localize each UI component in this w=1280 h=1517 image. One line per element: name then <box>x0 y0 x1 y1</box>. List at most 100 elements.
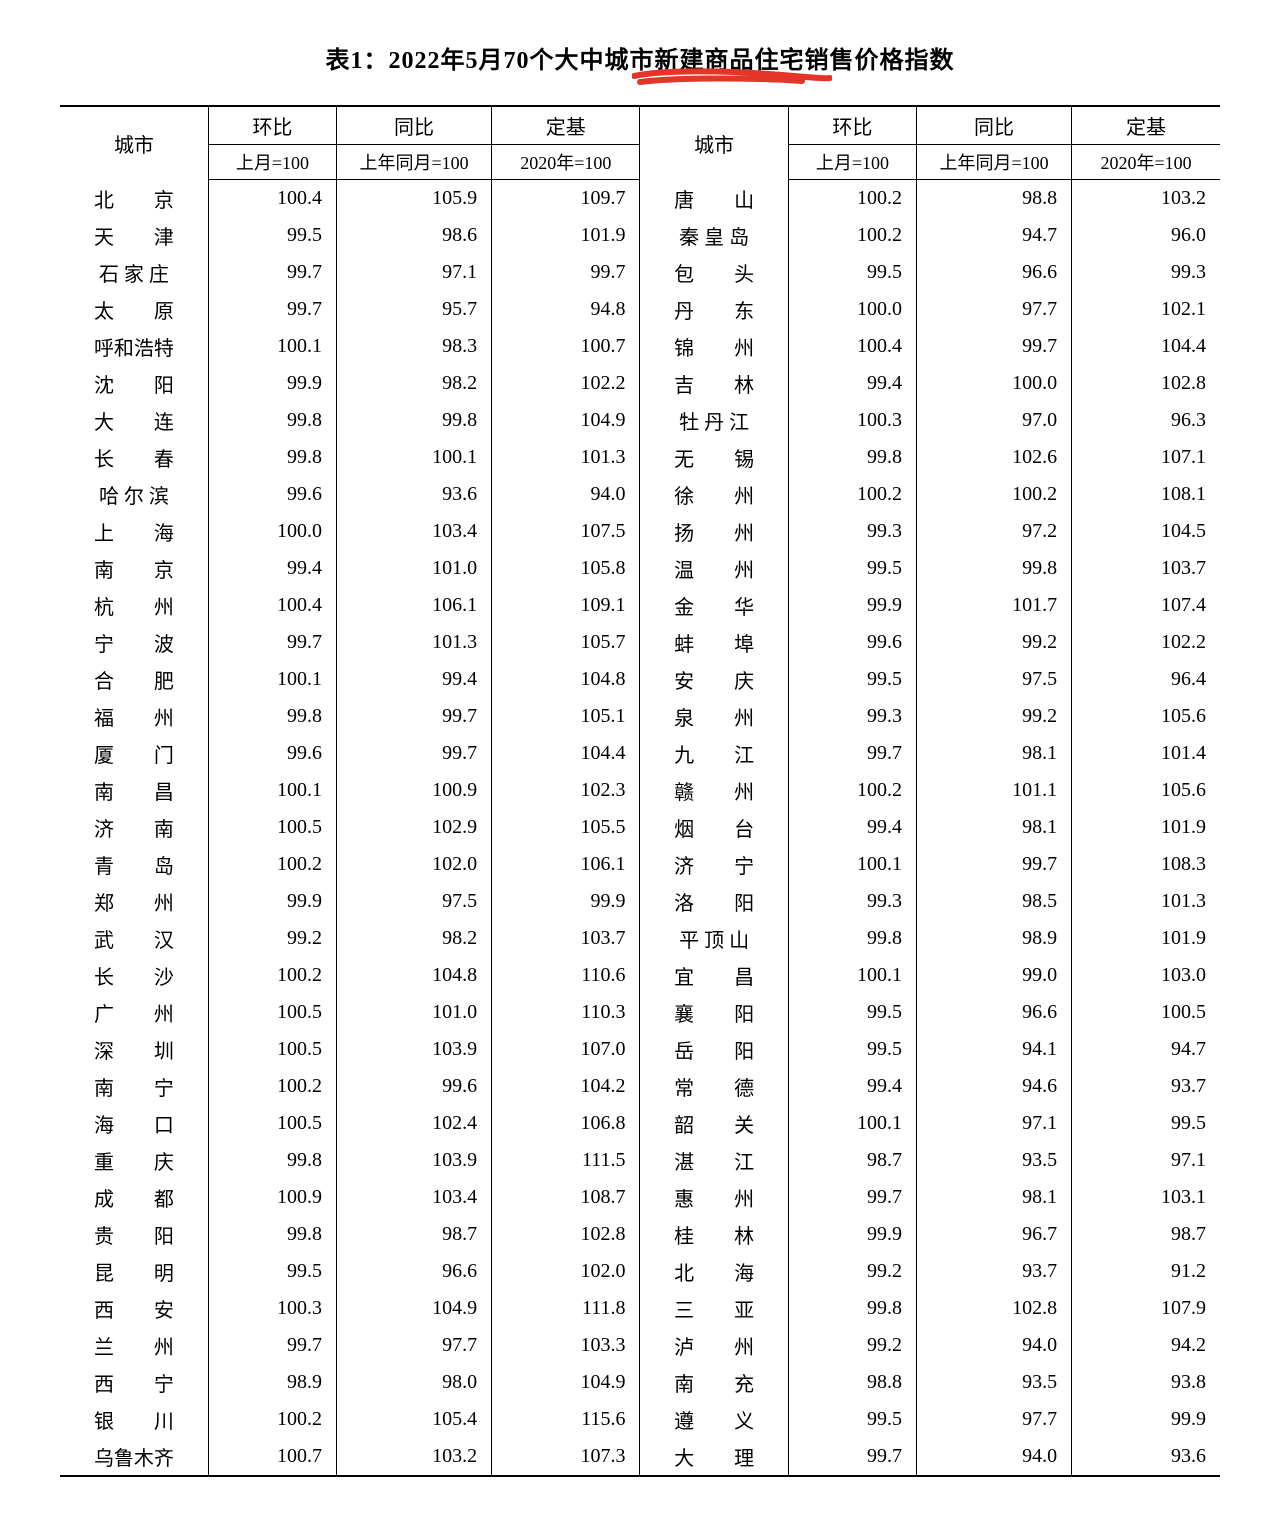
city-cell: 大 理 <box>640 1438 788 1476</box>
value-cell: 99.7 <box>788 1438 916 1476</box>
value-cell: 105.1 <box>492 698 640 735</box>
value-cell: 99.7 <box>337 698 492 735</box>
value-cell: 98.1 <box>916 809 1071 846</box>
value-cell: 100.1 <box>208 772 336 809</box>
table-row: 宁 波99.7101.3105.7蚌 埠99.699.2102.2 <box>60 624 1220 661</box>
city-cell: 西 安 <box>60 1290 208 1327</box>
value-cell: 99.9 <box>208 883 336 920</box>
value-cell: 99.8 <box>788 1290 916 1327</box>
table-row: 兰 州99.797.7103.3泸 州99.294.094.2 <box>60 1327 1220 1364</box>
value-cell: 101.1 <box>916 772 1071 809</box>
col-city: 城市 <box>60 106 208 180</box>
value-cell: 97.1 <box>916 1105 1071 1142</box>
table-row: 成 都100.9103.4108.7惠 州99.798.1103.1 <box>60 1179 1220 1216</box>
city-cell: 烟 台 <box>640 809 788 846</box>
col-base-sub: 2020年=100 <box>492 145 640 180</box>
value-cell: 102.6 <box>916 439 1071 476</box>
city-cell: 徐 州 <box>640 476 788 513</box>
value-cell: 99.8 <box>788 920 916 957</box>
value-cell: 99.4 <box>788 809 916 846</box>
value-cell: 105.6 <box>1072 698 1220 735</box>
value-cell: 98.7 <box>788 1142 916 1179</box>
value-cell: 99.7 <box>788 1179 916 1216</box>
city-cell: 泉 州 <box>640 698 788 735</box>
city-cell: 哈 尔 滨 <box>60 476 208 513</box>
value-cell: 100.2 <box>788 217 916 254</box>
price-index-table: 城市 环比 同比 定基 城市 环比 同比 定基 上月=100 上年同月=100 … <box>60 105 1220 1477</box>
value-cell: 102.8 <box>1072 365 1220 402</box>
value-cell: 104.9 <box>492 402 640 439</box>
value-cell: 100.2 <box>788 476 916 513</box>
value-cell: 99.8 <box>208 439 336 476</box>
city-cell: 贵 阳 <box>60 1216 208 1253</box>
city-cell: 北 海 <box>640 1253 788 1290</box>
value-cell: 99.2 <box>916 698 1071 735</box>
table-row: 呼和浩特100.198.3100.7锦 州100.499.7104.4 <box>60 328 1220 365</box>
value-cell: 103.9 <box>337 1142 492 1179</box>
value-cell: 107.1 <box>1072 439 1220 476</box>
value-cell: 98.7 <box>1072 1216 1220 1253</box>
city-cell: 北 京 <box>60 180 208 217</box>
value-cell: 100.2 <box>916 476 1071 513</box>
table-row: 深 圳100.5103.9107.0岳 阳99.594.194.7 <box>60 1031 1220 1068</box>
table-row: 贵 阳99.898.7102.8桂 林99.996.798.7 <box>60 1216 1220 1253</box>
value-cell: 105.6 <box>1072 772 1220 809</box>
table-row: 沈 阳99.998.2102.2吉 林99.4100.0102.8 <box>60 365 1220 402</box>
value-cell: 100.2 <box>208 957 336 994</box>
value-cell: 107.9 <box>1072 1290 1220 1327</box>
value-cell: 93.6 <box>337 476 492 513</box>
value-cell: 99.5 <box>788 1401 916 1438</box>
value-cell: 100.5 <box>208 994 336 1031</box>
city-cell: 九 江 <box>640 735 788 772</box>
value-cell: 102.8 <box>492 1216 640 1253</box>
value-cell: 99.9 <box>208 365 336 402</box>
col-base: 定基 <box>492 106 640 145</box>
city-cell: 武 汉 <box>60 920 208 957</box>
table-row: 大 连99.899.8104.9牡 丹 江100.397.096.3 <box>60 402 1220 439</box>
col-mom-2: 环比 <box>788 106 916 145</box>
city-cell: 牡 丹 江 <box>640 402 788 439</box>
value-cell: 99.8 <box>208 698 336 735</box>
city-cell: 石 家 庄 <box>60 254 208 291</box>
value-cell: 99.7 <box>208 291 336 328</box>
value-cell: 101.9 <box>492 217 640 254</box>
value-cell: 105.4 <box>337 1401 492 1438</box>
table-header: 城市 环比 同比 定基 城市 环比 同比 定基 上月=100 上年同月=100 … <box>60 106 1220 180</box>
value-cell: 102.3 <box>492 772 640 809</box>
table-row: 杭 州100.4106.1109.1金 华99.9101.7107.4 <box>60 587 1220 624</box>
value-cell: 101.9 <box>1072 809 1220 846</box>
value-cell: 111.5 <box>492 1142 640 1179</box>
value-cell: 101.3 <box>337 624 492 661</box>
city-cell: 天 津 <box>60 217 208 254</box>
value-cell: 102.9 <box>337 809 492 846</box>
value-cell: 99.8 <box>208 1216 336 1253</box>
city-cell: 丹 东 <box>640 291 788 328</box>
value-cell: 98.2 <box>337 365 492 402</box>
value-cell: 93.7 <box>1072 1068 1220 1105</box>
value-cell: 96.6 <box>916 994 1071 1031</box>
value-cell: 99.9 <box>1072 1401 1220 1438</box>
value-cell: 101.3 <box>492 439 640 476</box>
city-cell: 南 充 <box>640 1364 788 1401</box>
value-cell: 99.6 <box>208 476 336 513</box>
col-yoy-sub: 上年同月=100 <box>337 145 492 180</box>
value-cell: 100.5 <box>208 809 336 846</box>
value-cell: 93.6 <box>1072 1438 1220 1476</box>
city-cell: 上 海 <box>60 513 208 550</box>
value-cell: 103.3 <box>492 1327 640 1364</box>
value-cell: 96.6 <box>916 254 1071 291</box>
value-cell: 99.4 <box>788 365 916 402</box>
city-cell: 秦 皇 岛 <box>640 217 788 254</box>
value-cell: 100.9 <box>208 1179 336 1216</box>
value-cell: 105.8 <box>492 550 640 587</box>
value-cell: 98.1 <box>916 735 1071 772</box>
city-cell: 昆 明 <box>60 1253 208 1290</box>
value-cell: 103.2 <box>337 1438 492 1476</box>
value-cell: 106.8 <box>492 1105 640 1142</box>
table-row: 重 庆99.8103.9111.5湛 江98.793.597.1 <box>60 1142 1220 1179</box>
value-cell: 99.8 <box>208 402 336 439</box>
value-cell: 99.7 <box>492 254 640 291</box>
city-cell: 海 口 <box>60 1105 208 1142</box>
value-cell: 99.8 <box>337 402 492 439</box>
value-cell: 99.7 <box>916 846 1071 883</box>
